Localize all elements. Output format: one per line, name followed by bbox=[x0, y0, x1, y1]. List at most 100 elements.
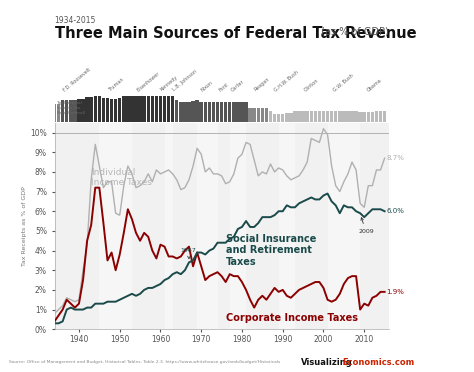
Bar bbox=[338, 111, 341, 122]
Bar bbox=[61, 100, 64, 122]
Bar bbox=[326, 111, 329, 122]
Bar bbox=[151, 96, 154, 122]
Bar bbox=[360, 123, 389, 329]
Bar bbox=[142, 96, 146, 122]
Bar bbox=[212, 102, 215, 122]
Bar bbox=[77, 99, 81, 122]
Bar bbox=[73, 100, 77, 122]
Bar bbox=[167, 96, 170, 122]
Text: 1934-2015: 1934-2015 bbox=[55, 16, 96, 25]
Text: Corporate Income Taxes: Corporate Income Taxes bbox=[226, 312, 358, 323]
Bar bbox=[93, 96, 97, 122]
Bar bbox=[114, 99, 118, 122]
Bar bbox=[220, 102, 223, 122]
Bar bbox=[175, 100, 179, 122]
Bar bbox=[179, 102, 182, 122]
Bar bbox=[305, 111, 309, 122]
Bar bbox=[297, 111, 301, 122]
Bar bbox=[253, 108, 256, 122]
Bar bbox=[146, 96, 150, 122]
Bar bbox=[318, 111, 321, 122]
Bar bbox=[248, 108, 252, 122]
Text: (as % of GDP): (as % of GDP) bbox=[318, 26, 388, 36]
Bar bbox=[82, 99, 85, 122]
Bar bbox=[118, 98, 121, 122]
Text: Economics.com: Economics.com bbox=[342, 358, 414, 367]
Text: Clinton: Clinton bbox=[303, 77, 319, 92]
Text: Obama: Obama bbox=[366, 77, 383, 92]
Bar bbox=[350, 111, 354, 122]
Text: Source: Office of Management and Budget, Historical Tables, Table 2.3. https://w: Source: Office of Management and Budget,… bbox=[9, 360, 281, 364]
Bar bbox=[375, 111, 378, 122]
Bar bbox=[187, 102, 191, 122]
Text: 8.7%: 8.7% bbox=[387, 155, 404, 161]
Text: G.W. Bush: G.W. Bush bbox=[333, 73, 355, 92]
Text: L.B. Johnson: L.B. Johnson bbox=[172, 69, 198, 92]
Text: Top Marginal
Income Tax
Rate (federal): Top Marginal Income Tax Rate (federal) bbox=[56, 101, 85, 115]
Bar bbox=[285, 113, 289, 122]
Text: Truman: Truman bbox=[107, 77, 124, 92]
Bar bbox=[110, 99, 113, 122]
Text: Three Main Sources of Federal Tax Revenue: Three Main Sources of Federal Tax Revenu… bbox=[55, 26, 416, 41]
Bar bbox=[195, 100, 199, 122]
Bar bbox=[244, 102, 248, 122]
Bar bbox=[358, 112, 362, 122]
Bar bbox=[379, 111, 382, 122]
Text: F.D. Roosevelt: F.D. Roosevelt bbox=[62, 67, 91, 92]
Bar bbox=[203, 102, 207, 122]
Text: 6.0%: 6.0% bbox=[387, 208, 404, 214]
Text: Nixon: Nixon bbox=[201, 80, 214, 92]
Bar bbox=[342, 111, 346, 122]
Bar bbox=[216, 102, 219, 122]
Bar bbox=[65, 100, 68, 122]
Bar bbox=[98, 96, 101, 122]
Bar bbox=[295, 123, 328, 329]
Bar bbox=[183, 102, 187, 122]
Bar bbox=[328, 123, 360, 329]
Bar bbox=[264, 108, 268, 122]
Text: 1967: 1967 bbox=[181, 247, 197, 259]
Bar bbox=[102, 98, 105, 122]
Bar bbox=[230, 123, 246, 329]
Text: Reagan: Reagan bbox=[254, 77, 271, 92]
Bar bbox=[383, 111, 386, 122]
Bar bbox=[163, 96, 166, 122]
Text: Visualizing: Visualizing bbox=[301, 358, 353, 367]
Bar bbox=[90, 97, 93, 122]
Bar bbox=[69, 100, 73, 122]
Bar bbox=[346, 111, 350, 122]
Bar bbox=[134, 96, 138, 122]
Bar bbox=[310, 111, 313, 122]
Text: 2009: 2009 bbox=[358, 218, 374, 234]
Bar bbox=[277, 114, 281, 122]
Bar bbox=[130, 96, 134, 122]
Bar bbox=[197, 123, 218, 329]
Bar bbox=[366, 112, 370, 122]
Bar bbox=[126, 96, 129, 122]
Bar bbox=[355, 111, 358, 122]
Text: G.H.W. Bush: G.H.W. Bush bbox=[274, 69, 300, 92]
Bar bbox=[155, 96, 158, 122]
Bar bbox=[173, 123, 197, 329]
Text: Carter: Carter bbox=[230, 78, 246, 92]
Bar bbox=[293, 111, 297, 122]
Bar bbox=[322, 111, 325, 122]
Bar bbox=[334, 111, 337, 122]
Bar bbox=[106, 98, 109, 122]
Bar bbox=[57, 104, 60, 122]
Bar bbox=[314, 111, 317, 122]
Bar bbox=[208, 102, 211, 122]
Bar bbox=[281, 114, 284, 122]
Bar bbox=[159, 96, 162, 122]
Bar bbox=[171, 96, 174, 122]
Bar bbox=[256, 108, 260, 122]
Bar bbox=[218, 123, 230, 329]
Bar bbox=[100, 123, 132, 329]
Bar bbox=[363, 112, 366, 122]
Bar bbox=[371, 112, 374, 122]
Bar bbox=[261, 108, 264, 122]
Bar bbox=[269, 111, 272, 122]
Bar bbox=[53, 104, 56, 122]
Bar bbox=[273, 114, 276, 122]
Bar bbox=[232, 102, 236, 122]
